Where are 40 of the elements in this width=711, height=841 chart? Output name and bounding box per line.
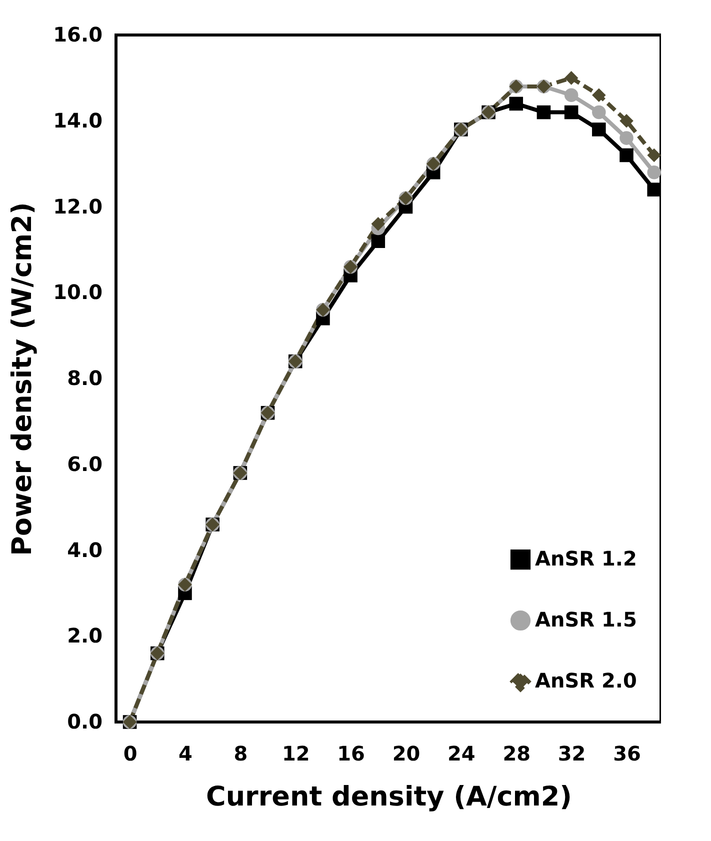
x-tick-label: 20 xyxy=(392,742,420,766)
y-tick-label: 6.0 xyxy=(67,452,102,476)
x-tick-label: 32 xyxy=(558,742,586,766)
x-tick-label: 28 xyxy=(502,742,531,766)
y-tick-label: 4.0 xyxy=(67,538,102,562)
point xyxy=(647,166,661,180)
x-axis-title: Current density (A/cm2) xyxy=(206,782,572,812)
x-tick-label: 8 xyxy=(234,742,248,766)
point xyxy=(371,234,386,248)
y-tick-label: 2.0 xyxy=(67,624,102,648)
x-tick-label: 24 xyxy=(448,742,476,766)
point xyxy=(647,182,661,196)
point xyxy=(536,105,551,120)
y-tick-label: 0.0 xyxy=(67,710,102,734)
point xyxy=(592,105,606,120)
y-tick-label: 8.0 xyxy=(67,366,102,390)
point xyxy=(371,217,386,231)
point xyxy=(509,96,524,111)
legend-label: AnSR 1.2 xyxy=(535,546,637,570)
y-tick-label: 16.0 xyxy=(53,22,102,46)
y-tick-label: 10.0 xyxy=(53,280,102,304)
x-tick-label: 16 xyxy=(337,742,365,766)
y-tick-label: 14.0 xyxy=(53,108,102,132)
point xyxy=(620,114,634,128)
point xyxy=(564,105,578,120)
point xyxy=(564,88,578,102)
x-tick-label: 12 xyxy=(282,742,310,766)
point xyxy=(620,148,634,162)
legend-label: AnSR 2.0 xyxy=(535,668,637,692)
x-tick-label: 4 xyxy=(178,742,192,766)
y-axis-title: Power density (W/cm2) xyxy=(7,202,38,556)
point xyxy=(647,148,661,162)
point xyxy=(592,122,606,136)
point xyxy=(564,71,578,85)
point xyxy=(620,131,634,145)
x-tick-label: 0 xyxy=(123,742,138,766)
point xyxy=(592,88,606,102)
y-tick-label: 12.0 xyxy=(53,194,102,218)
x-tick-label: 36 xyxy=(613,742,641,766)
legend-label: AnSR 1.5 xyxy=(535,608,637,632)
